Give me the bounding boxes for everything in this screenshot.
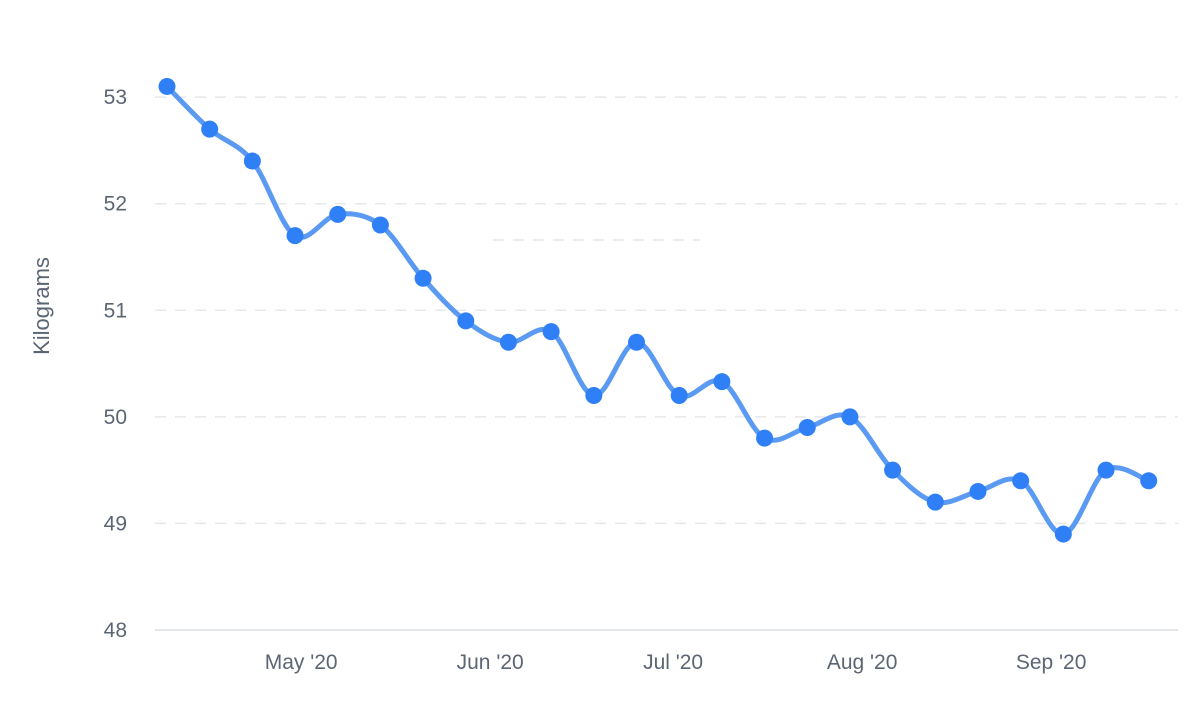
data-point[interactable] bbox=[286, 227, 304, 245]
x-tick-label: Aug '20 bbox=[827, 651, 898, 674]
y-tick-label: 52 bbox=[104, 193, 127, 216]
x-tick-label: Jul '20 bbox=[643, 651, 703, 674]
data-point[interactable] bbox=[798, 419, 816, 437]
data-points bbox=[158, 77, 1158, 543]
data-point[interactable] bbox=[329, 205, 347, 223]
data-point[interactable] bbox=[158, 77, 176, 95]
x-tick-label: Sep '20 bbox=[1016, 651, 1087, 674]
data-point[interactable] bbox=[499, 333, 517, 351]
data-point[interactable] bbox=[628, 333, 646, 351]
data-point[interactable] bbox=[969, 482, 987, 500]
data-point[interactable] bbox=[1140, 472, 1158, 490]
data-point[interactable] bbox=[371, 216, 389, 234]
data-point[interactable] bbox=[756, 429, 774, 447]
y-tick-label: 50 bbox=[104, 406, 127, 429]
y-tick-label: 48 bbox=[104, 619, 127, 642]
data-point[interactable] bbox=[243, 152, 261, 170]
y-tick-label: 53 bbox=[104, 86, 127, 109]
y-axis-title: Kilograms bbox=[29, 257, 54, 355]
data-point[interactable] bbox=[542, 323, 560, 341]
data-point[interactable] bbox=[670, 387, 688, 405]
x-axis-ticks: May '20 Jun '20 Jul '20 Aug '20 Sep '20 bbox=[265, 651, 1087, 674]
data-point[interactable] bbox=[713, 373, 731, 391]
data-point[interactable] bbox=[926, 493, 944, 511]
y-tick-label: 51 bbox=[104, 299, 127, 322]
data-point[interactable] bbox=[884, 461, 902, 479]
grid-lines bbox=[155, 96, 1178, 631]
y-axis-ticks: 48 49 50 51 52 53 bbox=[104, 86, 127, 642]
data-point[interactable] bbox=[201, 120, 219, 138]
data-point[interactable] bbox=[1097, 461, 1115, 479]
x-tick-label: Jun '20 bbox=[457, 651, 524, 674]
x-tick-label: May '20 bbox=[265, 651, 338, 674]
data-point[interactable] bbox=[457, 312, 475, 330]
data-point[interactable] bbox=[414, 269, 432, 287]
data-point[interactable] bbox=[1054, 525, 1072, 543]
data-point[interactable] bbox=[585, 387, 603, 405]
y-tick-label: 49 bbox=[104, 512, 127, 535]
data-point[interactable] bbox=[841, 408, 859, 426]
data-point[interactable] bbox=[1012, 472, 1030, 490]
